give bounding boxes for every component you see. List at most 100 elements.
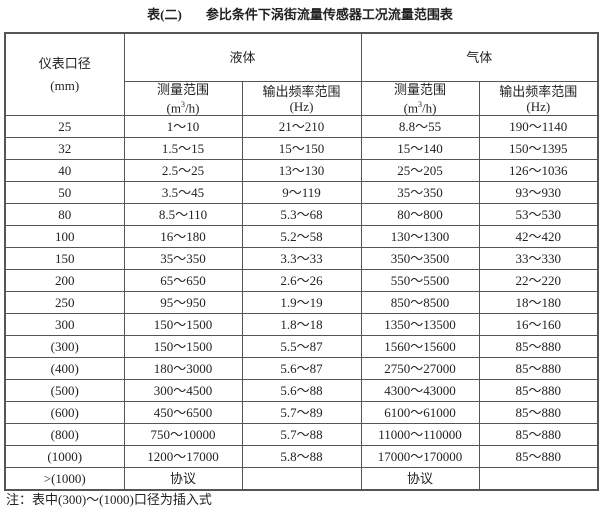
cell-liquid-range: 450～6500: [123, 401, 243, 425]
cell-gas-freq: 85～880: [478, 335, 599, 359]
cell-gas-freq: [478, 467, 599, 491]
table-row: 32 1.5～15 15～150 15～140 150～1395: [4, 137, 599, 161]
cell-liquid-freq: 5.5～87: [241, 335, 362, 359]
cell-liquid-range: 1.5～15: [123, 137, 243, 161]
cell-diameter: (800): [4, 423, 125, 447]
cell-liquid-freq: 5.3～68: [241, 203, 362, 227]
cell-gas-freq: 33～330: [478, 247, 599, 271]
header-liquid: 液体: [123, 32, 362, 82]
cell-diameter: 50: [4, 181, 125, 205]
table-row: 50 3.5～45 9～119 35～350 93～930: [4, 181, 599, 205]
flow-range-table: 仪表口径 (mm) 液体 气体 测量范围 (m3/h) 输出频率范围 (Hz) 测量…: [4, 32, 600, 492]
cell-gas-range: 850～8500: [360, 291, 480, 315]
cell-gas-freq: 16～160: [478, 313, 599, 337]
table-row: (1000) 1200～17000 5.8～88 17000～170000 85～880: [4, 445, 599, 469]
cell-liquid-range: 2.5～25: [123, 159, 243, 183]
header-gas-freq: 输出频率范围 (Hz): [478, 80, 599, 117]
cell-liquid-range: 1200～17000: [123, 445, 243, 469]
cell-diameter: (400): [4, 357, 125, 381]
table-caption: 参比条件下涡街流量传感器工况流量范围表: [205, 7, 453, 22]
cell-gas-range: 2750～27000: [360, 357, 480, 381]
header-liquid-range: 测量范围 (m3/h): [123, 80, 243, 117]
cell-gas-range: 550～5500: [360, 269, 480, 293]
cell-gas-freq: 85～880: [478, 445, 599, 469]
diameter-unit: (mm): [50, 77, 80, 93]
cell-gas-freq: 85～880: [478, 379, 599, 403]
table-row: 100 16～180 5.2～58 130～1300 42～420: [4, 225, 599, 249]
cell-liquid-range: 150～1500: [123, 313, 243, 337]
cell-liquid-range: 1～10: [123, 115, 243, 139]
table-row: 40 2.5～25 13～130 25～205 126～1036: [4, 159, 599, 183]
cell-gas-range: 4300～43000: [360, 379, 480, 403]
cell-liquid-freq: 21～210: [241, 115, 362, 139]
table-row: (800) 750～10000 5.7～88 11000～110000 85～880: [4, 423, 599, 447]
cell-diameter: >(1000): [4, 467, 125, 491]
cell-gas-freq: 85～880: [478, 357, 599, 381]
cell-gas-range: 11000～110000: [360, 423, 480, 447]
cell-liquid-freq: 5.6～88: [241, 379, 362, 403]
cell-gas-freq: 85～880: [478, 423, 599, 447]
cell-gas-freq: 150～1395: [478, 137, 599, 161]
cell-liquid-freq: 1.9～19: [241, 291, 362, 315]
cell-gas-range: 1560～15600: [360, 335, 480, 359]
cell-liquid-range: 300～4500: [123, 379, 243, 403]
cell-diameter: 250: [4, 291, 125, 315]
cell-diameter: 80: [4, 203, 125, 227]
header-gas: 气体: [360, 32, 599, 82]
cell-liquid-freq: 5.7～88: [241, 423, 362, 447]
cell-gas-range: 130～1300: [360, 225, 480, 249]
cell-gas-freq: 190～1140: [478, 115, 599, 139]
cell-gas-range: 17000～170000: [360, 445, 480, 469]
cell-gas-freq: 42～420: [478, 225, 599, 249]
cell-liquid-range: 150～1500: [123, 335, 243, 359]
table-row: 25 1～10 21～210 8.8～55 190～1140: [4, 115, 599, 139]
table-row: (300) 150～1500 5.5～87 1560～15600 85～880: [4, 335, 599, 359]
cell-gas-freq: 22～220: [478, 269, 599, 293]
cell-gas-range: 25～205: [360, 159, 480, 183]
cell-gas-range: 8.8～55: [360, 115, 480, 139]
cell-liquid-range: 3.5～45: [123, 181, 243, 205]
cell-liquid-freq: 1.8～18: [241, 313, 362, 337]
cell-diameter: (300): [4, 335, 125, 359]
header-diameter: 仪表口径 (mm): [4, 32, 125, 117]
cell-diameter: 150: [4, 247, 125, 271]
diameter-label: 仪表口径: [38, 55, 91, 71]
cell-diameter: 25: [4, 115, 125, 139]
cell-liquid-range: 16～180: [123, 225, 243, 249]
cell-gas-range: 6100～61000: [360, 401, 480, 425]
cell-gas-range: 80～800: [360, 203, 480, 227]
table-title: 表(二) 参比条件下涡街流量传感器工况流量范围表: [0, 4, 600, 23]
cell-diameter: 200: [4, 269, 125, 293]
cell-liquid-freq: 2.6～26: [241, 269, 362, 293]
header-liquid-freq: 输出频率范围 (Hz): [241, 80, 362, 117]
cell-liquid-freq: [241, 467, 362, 491]
cell-liquid-freq: 15～150: [241, 137, 362, 161]
cell-liquid-freq: 5.2～58: [241, 225, 362, 249]
cell-liquid-range: 35～350: [123, 247, 243, 271]
cell-liquid-range: 协议: [123, 467, 243, 491]
cell-gas-range: 350～3500: [360, 247, 480, 271]
cell-diameter: 100: [4, 225, 125, 249]
table-row: 200 65～650 2.6～26 550～5500 22～220: [4, 269, 599, 293]
header-gas-range: 测量范围 (m3/h): [360, 80, 480, 117]
table-row: (500) 300～4500 5.6～88 4300～43000 85～880: [4, 379, 599, 403]
cell-diameter: (1000): [4, 445, 125, 469]
cell-gas-range: 15～140: [360, 137, 480, 161]
cell-liquid-range: 65～650: [123, 269, 243, 293]
cell-liquid-freq: 9～119: [241, 181, 362, 205]
cell-gas-range: 1350～13500: [360, 313, 480, 337]
cell-liquid-freq: 5.7～89: [241, 401, 362, 425]
cell-diameter: (600): [4, 401, 125, 425]
table-row: (600) 450～6500 5.7～89 6100～61000 85～880: [4, 401, 599, 425]
cell-liquid-range: 750～10000: [123, 423, 243, 447]
cell-liquid-range: 180～3000: [123, 357, 243, 381]
cell-gas-freq: 85～880: [478, 401, 599, 425]
table-row: 250 95～950 1.9～19 850～8500 18～180: [4, 291, 599, 315]
cell-gas-freq: 18～180: [478, 291, 599, 315]
cell-gas-freq: 53～530: [478, 203, 599, 227]
table-row: (400) 180～3000 5.6～87 2750～27000 85～880: [4, 357, 599, 381]
cell-liquid-freq: 13～130: [241, 159, 362, 183]
table-number: 表(二): [147, 7, 182, 22]
cell-gas-freq: 126～1036: [478, 159, 599, 183]
cell-gas-range: 协议: [360, 467, 480, 491]
